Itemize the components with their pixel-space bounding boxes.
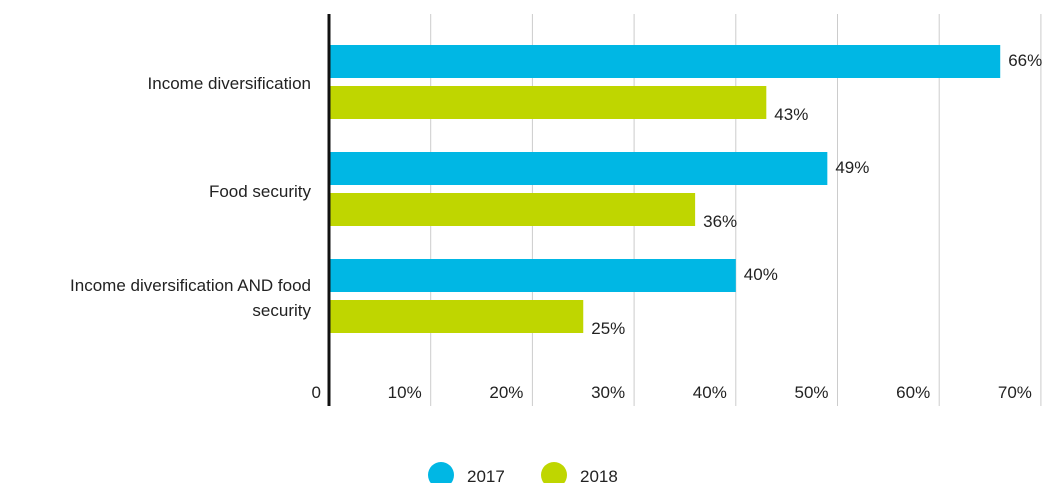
legend-label: 2018 [580, 467, 618, 483]
category-label: Income diversification AND food [70, 276, 311, 295]
category-label: Food security [209, 182, 312, 201]
x-tick-label: 70% [998, 383, 1032, 402]
data-label: 49% [835, 158, 869, 177]
legend-swatch-2018 [541, 462, 567, 488]
x-tick-labels: 0 10% 20% 30% 40% 50% 60% 70% [312, 383, 1032, 402]
x-tick-label: 60% [896, 383, 930, 402]
x-tick-label: 10% [388, 383, 422, 402]
x-tick-label: 0 [312, 383, 321, 402]
x-tick-label: 50% [794, 383, 828, 402]
category-labels: Income diversification Food security Incom… [70, 74, 311, 320]
bars [329, 45, 1001, 333]
bar-2018 [329, 193, 696, 226]
data-label: 25% [591, 319, 625, 338]
value-labels: 66% 43% 49% 36% 40% 25% [591, 51, 1042, 338]
bar-2017 [329, 152, 828, 185]
legend: 2017 2018 [428, 462, 618, 488]
legend-label: 2017 [467, 467, 505, 483]
data-label: 43% [774, 105, 808, 124]
x-tick-label: 30% [591, 383, 625, 402]
x-tick-label: 20% [489, 383, 523, 402]
data-label: 36% [703, 212, 737, 231]
legend-swatch-2017 [428, 462, 454, 488]
category-label: security [252, 301, 311, 320]
bar-2018 [329, 86, 767, 119]
data-label: 66% [1008, 51, 1042, 70]
bar-2017 [329, 45, 1001, 78]
category-label: Income diversification [148, 74, 311, 93]
data-label: 40% [744, 265, 778, 284]
x-tick-label: 40% [693, 383, 727, 402]
bar-2018 [329, 300, 584, 333]
bar-2017 [329, 259, 736, 292]
